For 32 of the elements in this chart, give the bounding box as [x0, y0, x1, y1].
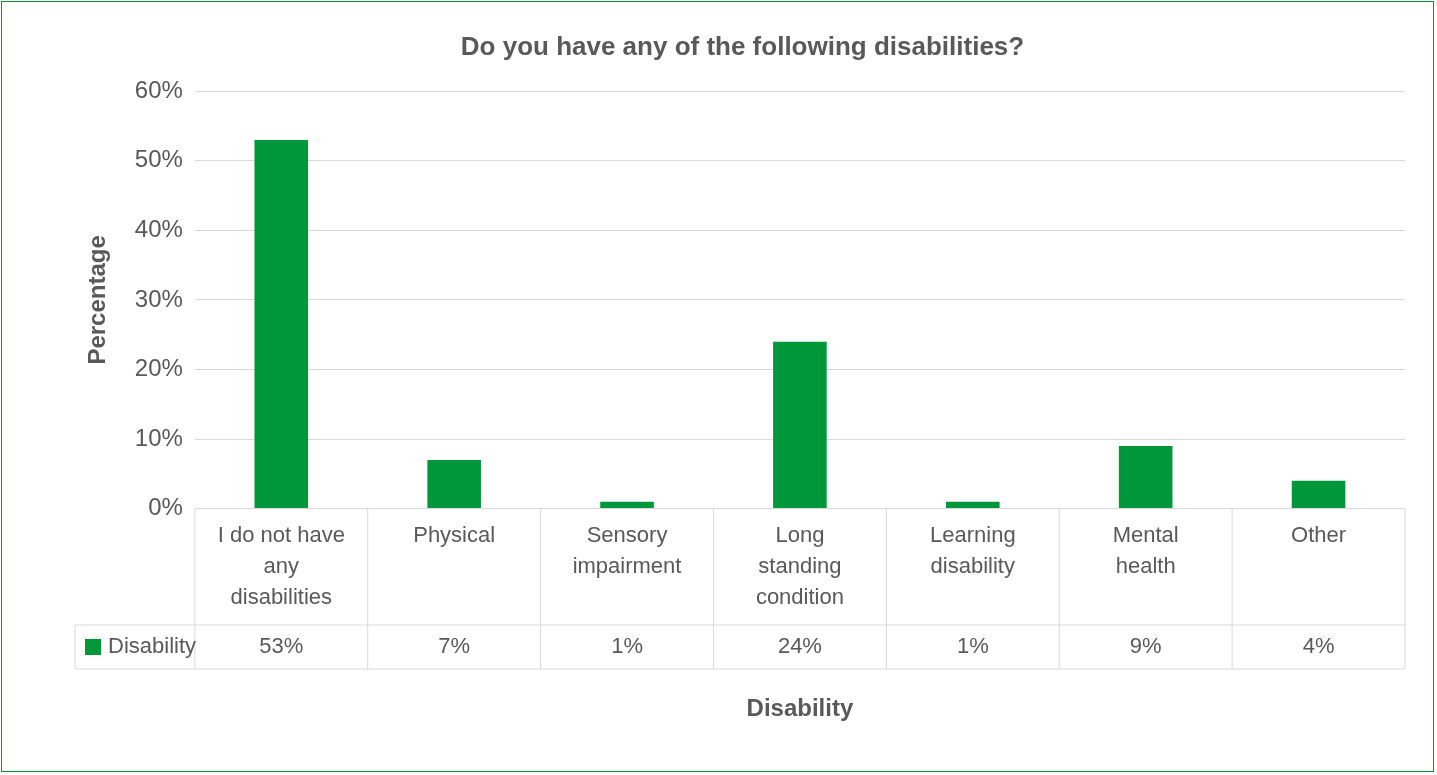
bar [600, 501, 654, 509]
y-tick-label: 30% [134, 284, 183, 312]
y-tick-label: 20% [134, 354, 183, 382]
bar [427, 459, 481, 509]
y-tick-label: 50% [134, 145, 183, 173]
y-tick-label: 0% [148, 493, 183, 521]
bar [254, 139, 309, 509]
x-tick-label: Learning disability [929, 522, 1016, 578]
chart-title: Do you have any of the following disabilities? [460, 30, 1025, 61]
data-label: 4% [1302, 633, 1335, 659]
data-label: 7% [438, 633, 471, 659]
data-label: 9% [1129, 633, 1162, 659]
y-axis-title: Percentage [83, 235, 111, 365]
x-axis-title: Disability [746, 693, 854, 721]
bar [946, 501, 1000, 509]
x-tick-label: I do not have any disabilities [217, 522, 345, 609]
y-tick-label: 60% [134, 75, 183, 103]
data-label: 1% [611, 633, 643, 659]
y-tick-label: 10% [134, 423, 183, 451]
x-tick-label: Sensory impairment [572, 522, 682, 578]
bar [773, 341, 827, 509]
x-tick-label: Mental health [1112, 522, 1179, 578]
y-tick-label: 40% [134, 214, 183, 242]
x-tick-label: Long standing condition [755, 522, 844, 609]
x-tick-label: Physical [413, 522, 496, 548]
bar [1291, 480, 1346, 509]
bar [1118, 445, 1173, 509]
legend-label: Disability [108, 633, 197, 659]
x-tick-label: Other [1291, 522, 1347, 548]
data-label: 1% [956, 633, 989, 659]
data-label: 53% [259, 633, 304, 659]
data-label: 24% [777, 633, 822, 659]
